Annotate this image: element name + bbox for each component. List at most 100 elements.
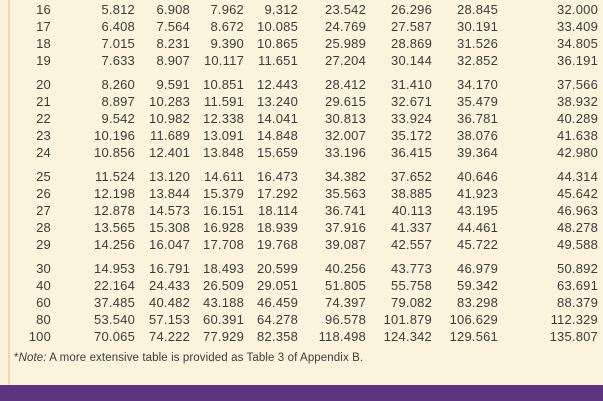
table-row: 19 7.633 8.907 10.117 11.651 27.204 30.144 32.8…	[10, 52, 598, 69]
cell-value: 14.041	[257, 111, 298, 126]
cell-value: 10.196	[94, 128, 135, 143]
cell-value: 31.410	[391, 77, 432, 92]
cell-value: 13.091	[203, 128, 244, 143]
cell-value: 14.848	[257, 128, 298, 143]
cell-value: 19.768	[257, 237, 298, 252]
cell-value: 40.289	[557, 111, 598, 126]
cell-value: 37.566	[557, 77, 598, 92]
cell-value: 51.805	[325, 278, 366, 293]
cell-value: 74.397	[325, 295, 366, 310]
cell-value: 45.642	[557, 186, 598, 201]
cell-value: 41.337	[391, 220, 432, 235]
cell-value: 28.412	[325, 77, 366, 92]
footnote-text: A more extensive table is provided as Ta…	[46, 352, 364, 364]
table-row: 29 14.256 16.047 17.708 19.768 39.087 42.557 45…	[10, 236, 598, 253]
cell-value: 11.689	[150, 128, 190, 143]
cell-value: 13.240	[257, 94, 298, 109]
cell-value: 9.312	[264, 2, 298, 17]
cell-value: 38.885	[391, 186, 432, 201]
cell-value: 12.878	[94, 203, 135, 218]
cell-value: 27.587	[391, 19, 432, 34]
cell-value: 7.962	[210, 2, 244, 17]
cell-value: 16.928	[203, 220, 244, 235]
cell-value: 12.443	[257, 77, 298, 92]
chi-square-table: 16 5.812 6.908 7.962 9.312 23.542 26.296 28.845…	[10, 1, 598, 345]
cell-value: 16.047	[149, 237, 190, 252]
cell-value: 37.652	[391, 169, 432, 184]
cell-value: 14.953	[94, 261, 135, 276]
cell-value: 88.379	[557, 295, 598, 310]
cell-value: 96.578	[325, 312, 366, 327]
cell-df: 16	[36, 2, 51, 17]
table-row: 27 12.878 14.573 16.151 18.114 36.741 40.113 43…	[10, 202, 598, 219]
cell-value: 34.382	[325, 169, 366, 184]
cell-value: 15.308	[149, 220, 190, 235]
cell-value: 12.338	[203, 111, 244, 126]
cell-value: 45.722	[457, 237, 498, 252]
cell-value: 118.498	[318, 329, 366, 344]
cell-value: 42.980	[557, 145, 598, 160]
cell-value: 49.588	[557, 237, 598, 252]
cell-value: 34.805	[557, 36, 598, 51]
cell-value: 24.433	[149, 278, 190, 293]
cell-value: 23.542	[325, 2, 366, 17]
cell-value: 10.117	[204, 53, 244, 68]
cell-value: 32.007	[325, 128, 366, 143]
cell-value: 33.924	[391, 111, 432, 126]
cell-value: 17.708	[203, 237, 244, 252]
cell-value: 50.892	[557, 261, 598, 276]
cell-df: 23	[36, 128, 51, 143]
cell-value: 36.191	[557, 53, 598, 68]
cell-value: 8.897	[101, 94, 135, 109]
cell-value: 43.188	[203, 295, 244, 310]
cell-df: 26	[36, 186, 51, 201]
cell-df: 24	[36, 145, 51, 160]
table-row: 22 9.542 10.982 12.338 14.041 30.813 33.924 36.…	[10, 110, 598, 127]
cell-value: 27.204	[325, 53, 366, 68]
cell-value: 7.564	[156, 19, 190, 34]
cell-df: 25	[36, 169, 51, 184]
cell-value: 18.939	[257, 220, 298, 235]
cell-value: 32.000	[557, 2, 598, 17]
cell-value: 37.485	[94, 295, 135, 310]
cell-value: 40.482	[149, 295, 190, 310]
cell-value: 7.633	[101, 53, 135, 68]
cell-value: 13.844	[149, 186, 190, 201]
cell-value: 43.773	[391, 261, 432, 276]
cell-value: 20.599	[257, 261, 298, 276]
cell-value: 11.524	[95, 169, 135, 184]
table-row: 24 10.856 12.401 13.848 15.659 33.196 36.415 39…	[10, 144, 598, 161]
cell-value: 11.591	[204, 94, 244, 109]
cell-value: 8.231	[156, 36, 190, 51]
cell-value: 7.015	[101, 36, 135, 51]
cell-df: 100	[28, 329, 51, 344]
cell-value: 9.390	[210, 36, 244, 51]
cell-value: 24.769	[325, 19, 366, 34]
cell-value: 14.256	[94, 237, 135, 252]
cell-value: 10.283	[149, 94, 190, 109]
cell-value: 35.172	[391, 128, 432, 143]
cell-value: 9.542	[101, 111, 135, 126]
cell-value: 13.848	[203, 145, 244, 160]
cell-value: 9.591	[156, 77, 190, 92]
table-row: 25 11.524 13.120 14.611 16.473 34.382 37.652 40…	[10, 161, 598, 185]
cell-value: 42.557	[391, 237, 432, 252]
table-row: 80 53.540 57.153 60.391 64.278 96.578 101.879 1…	[10, 311, 598, 328]
cell-value: 8.907	[156, 53, 190, 68]
cell-value: 14.573	[149, 203, 190, 218]
cell-value: 6.908	[156, 2, 190, 17]
cell-value: 16.151	[203, 203, 244, 218]
cell-df: 19	[36, 53, 51, 68]
cell-value: 32.671	[391, 94, 432, 109]
cell-value: 53.540	[94, 312, 135, 327]
cell-value: 101.879	[383, 312, 432, 327]
table-row: 30 14.953 16.791 18.493 20.599 40.256 43.773 46…	[10, 253, 598, 277]
cell-value: 14.611	[204, 169, 244, 184]
cell-value: 10.851	[203, 77, 244, 92]
table-group: 30 14.953 16.791 18.493 20.599 40.256 43.773 46…	[10, 253, 598, 345]
cell-value: 46.963	[557, 203, 598, 218]
table-row: 21 8.897 10.283 11.591 13.240 29.615 32.671 35.…	[10, 93, 598, 110]
cell-value: 15.659	[257, 145, 298, 160]
cell-value: 36.781	[457, 111, 498, 126]
cell-value: 46.459	[257, 295, 298, 310]
